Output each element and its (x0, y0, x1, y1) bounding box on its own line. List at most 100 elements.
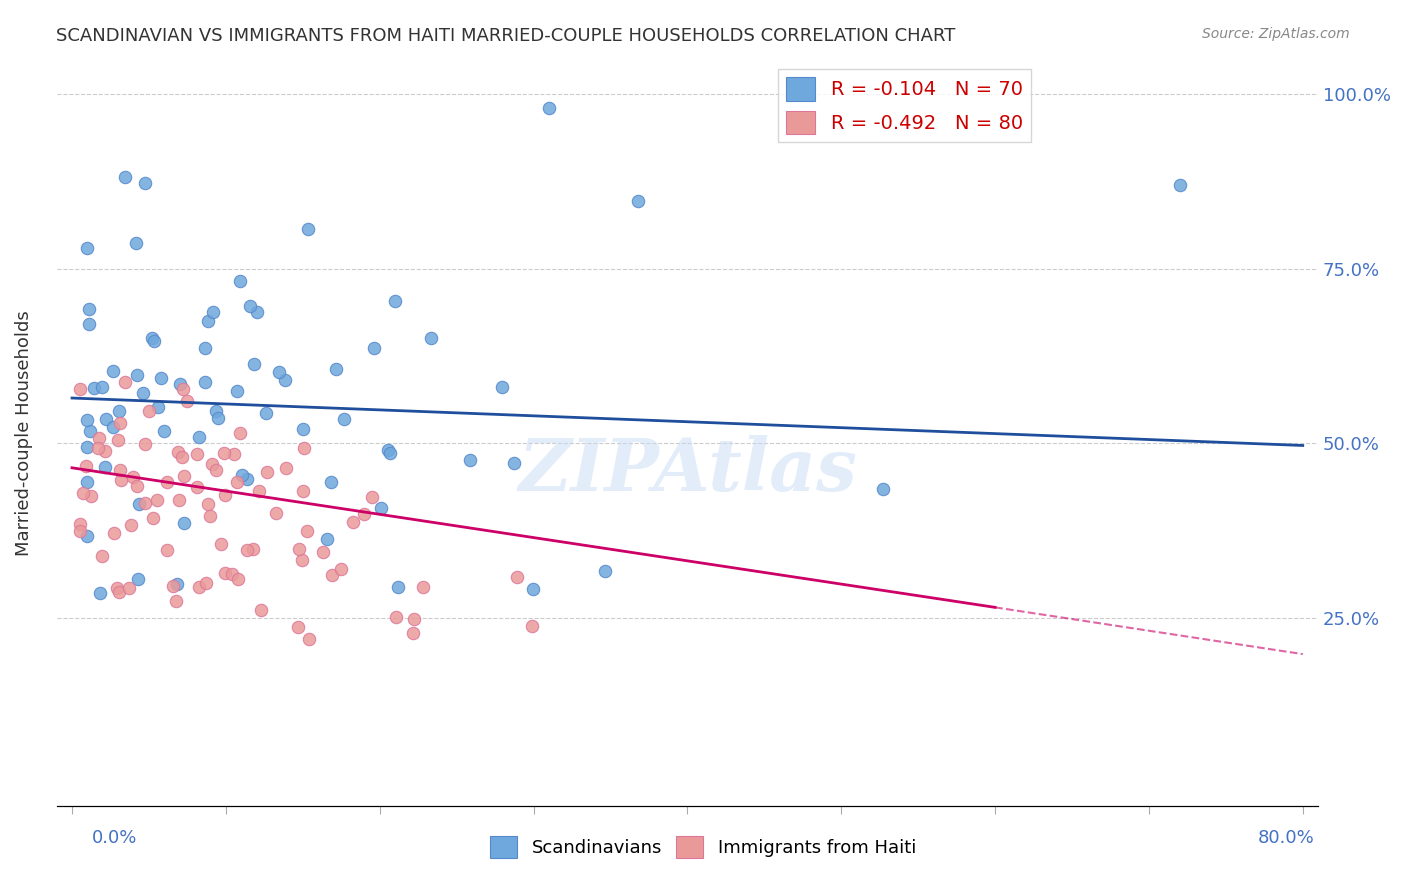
Point (593, 564, 616, 578)
Point (128, 497, 150, 511)
Point (198, 508, 221, 523)
Text: ZIPAtlas: ZIPAtlas (517, 434, 856, 506)
Point (360, 491, 382, 505)
Point (292, 483, 315, 498)
Point (201, 457, 224, 471)
Point (222, 447, 245, 461)
Point (225, 384, 247, 398)
Point (1168, 178, 1191, 193)
Point (370, 500, 392, 515)
Point (150, 370, 173, 384)
Point (295, 524, 318, 538)
Point (298, 632, 321, 647)
Point (134, 496, 156, 510)
Point (274, 461, 297, 475)
Point (107, 433, 129, 447)
Point (188, 430, 211, 444)
Point (186, 480, 208, 494)
Point (72, 486, 94, 500)
Point (108, 584, 131, 599)
Point (221, 566, 243, 581)
Point (76, 528, 98, 542)
Point (156, 542, 179, 557)
Point (522, 582, 544, 596)
Point (226, 572, 249, 586)
Point (202, 305, 225, 319)
Point (127, 572, 149, 586)
Point (377, 442, 399, 457)
Point (419, 331, 441, 345)
Point (169, 376, 191, 391)
Point (69, 524, 91, 538)
Point (274, 373, 297, 387)
Point (153, 424, 176, 438)
Point (312, 545, 335, 559)
Point (79, 317, 101, 331)
Point (236, 472, 259, 486)
Point (172, 382, 194, 396)
Point (87, 441, 110, 455)
Point (176, 393, 198, 408)
Point (132, 386, 155, 401)
Point (209, 537, 232, 551)
Point (236, 543, 259, 558)
Point (250, 602, 273, 616)
Point (138, 403, 160, 417)
Point (264, 506, 287, 520)
Point (254, 406, 277, 420)
Point (321, 568, 343, 582)
Point (141, 331, 163, 345)
Point (187, 580, 209, 594)
Point (148, 400, 170, 414)
Point (94, 443, 117, 458)
Point (134, 437, 156, 451)
Text: Source: ZipAtlas.com: Source: ZipAtlas.com (1202, 27, 1350, 41)
Point (76, 475, 98, 490)
Point (872, 482, 894, 496)
Point (146, 492, 169, 507)
Point (76, 242, 98, 256)
Point (256, 465, 278, 479)
Point (77, 302, 100, 317)
Point (321, 475, 343, 489)
Point (120, 518, 142, 533)
Point (197, 497, 219, 511)
Point (226, 475, 249, 489)
Point (114, 375, 136, 389)
Point (292, 442, 315, 456)
Point (333, 411, 356, 425)
Point (205, 462, 228, 476)
Point (247, 484, 270, 499)
Point (197, 314, 219, 328)
Point (91, 380, 114, 394)
Legend: Scandinavians, Immigrants from Haiti: Scandinavians, Immigrants from Haiti (482, 829, 924, 865)
Point (378, 446, 401, 460)
Point (363, 341, 385, 355)
Point (91, 549, 114, 563)
Point (458, 453, 481, 467)
Point (156, 475, 179, 490)
Point (229, 425, 252, 440)
Point (134, 177, 156, 191)
Point (173, 469, 195, 483)
Point (94, 459, 117, 474)
Point (207, 411, 229, 425)
Point (87, 431, 110, 445)
Point (385, 610, 408, 624)
Point (79, 424, 101, 438)
Point (89, 586, 111, 600)
Point (125, 368, 148, 382)
Point (75, 458, 97, 473)
Point (288, 542, 311, 557)
Point (231, 467, 253, 482)
Point (506, 570, 529, 584)
Point (80, 489, 103, 503)
Point (229, 274, 252, 288)
Point (162, 579, 184, 593)
Point (297, 222, 319, 236)
Point (69, 382, 91, 396)
Point (101, 364, 124, 378)
Point (522, 618, 544, 632)
Text: SCANDINAVIAN VS IMMIGRANTS FROM HAITI MARRIED-COUPLE HOUSEHOLDS CORRELATION CHAR: SCANDINAVIAN VS IMMIGRANTS FROM HAITI MA… (56, 27, 956, 45)
Point (108, 463, 131, 477)
